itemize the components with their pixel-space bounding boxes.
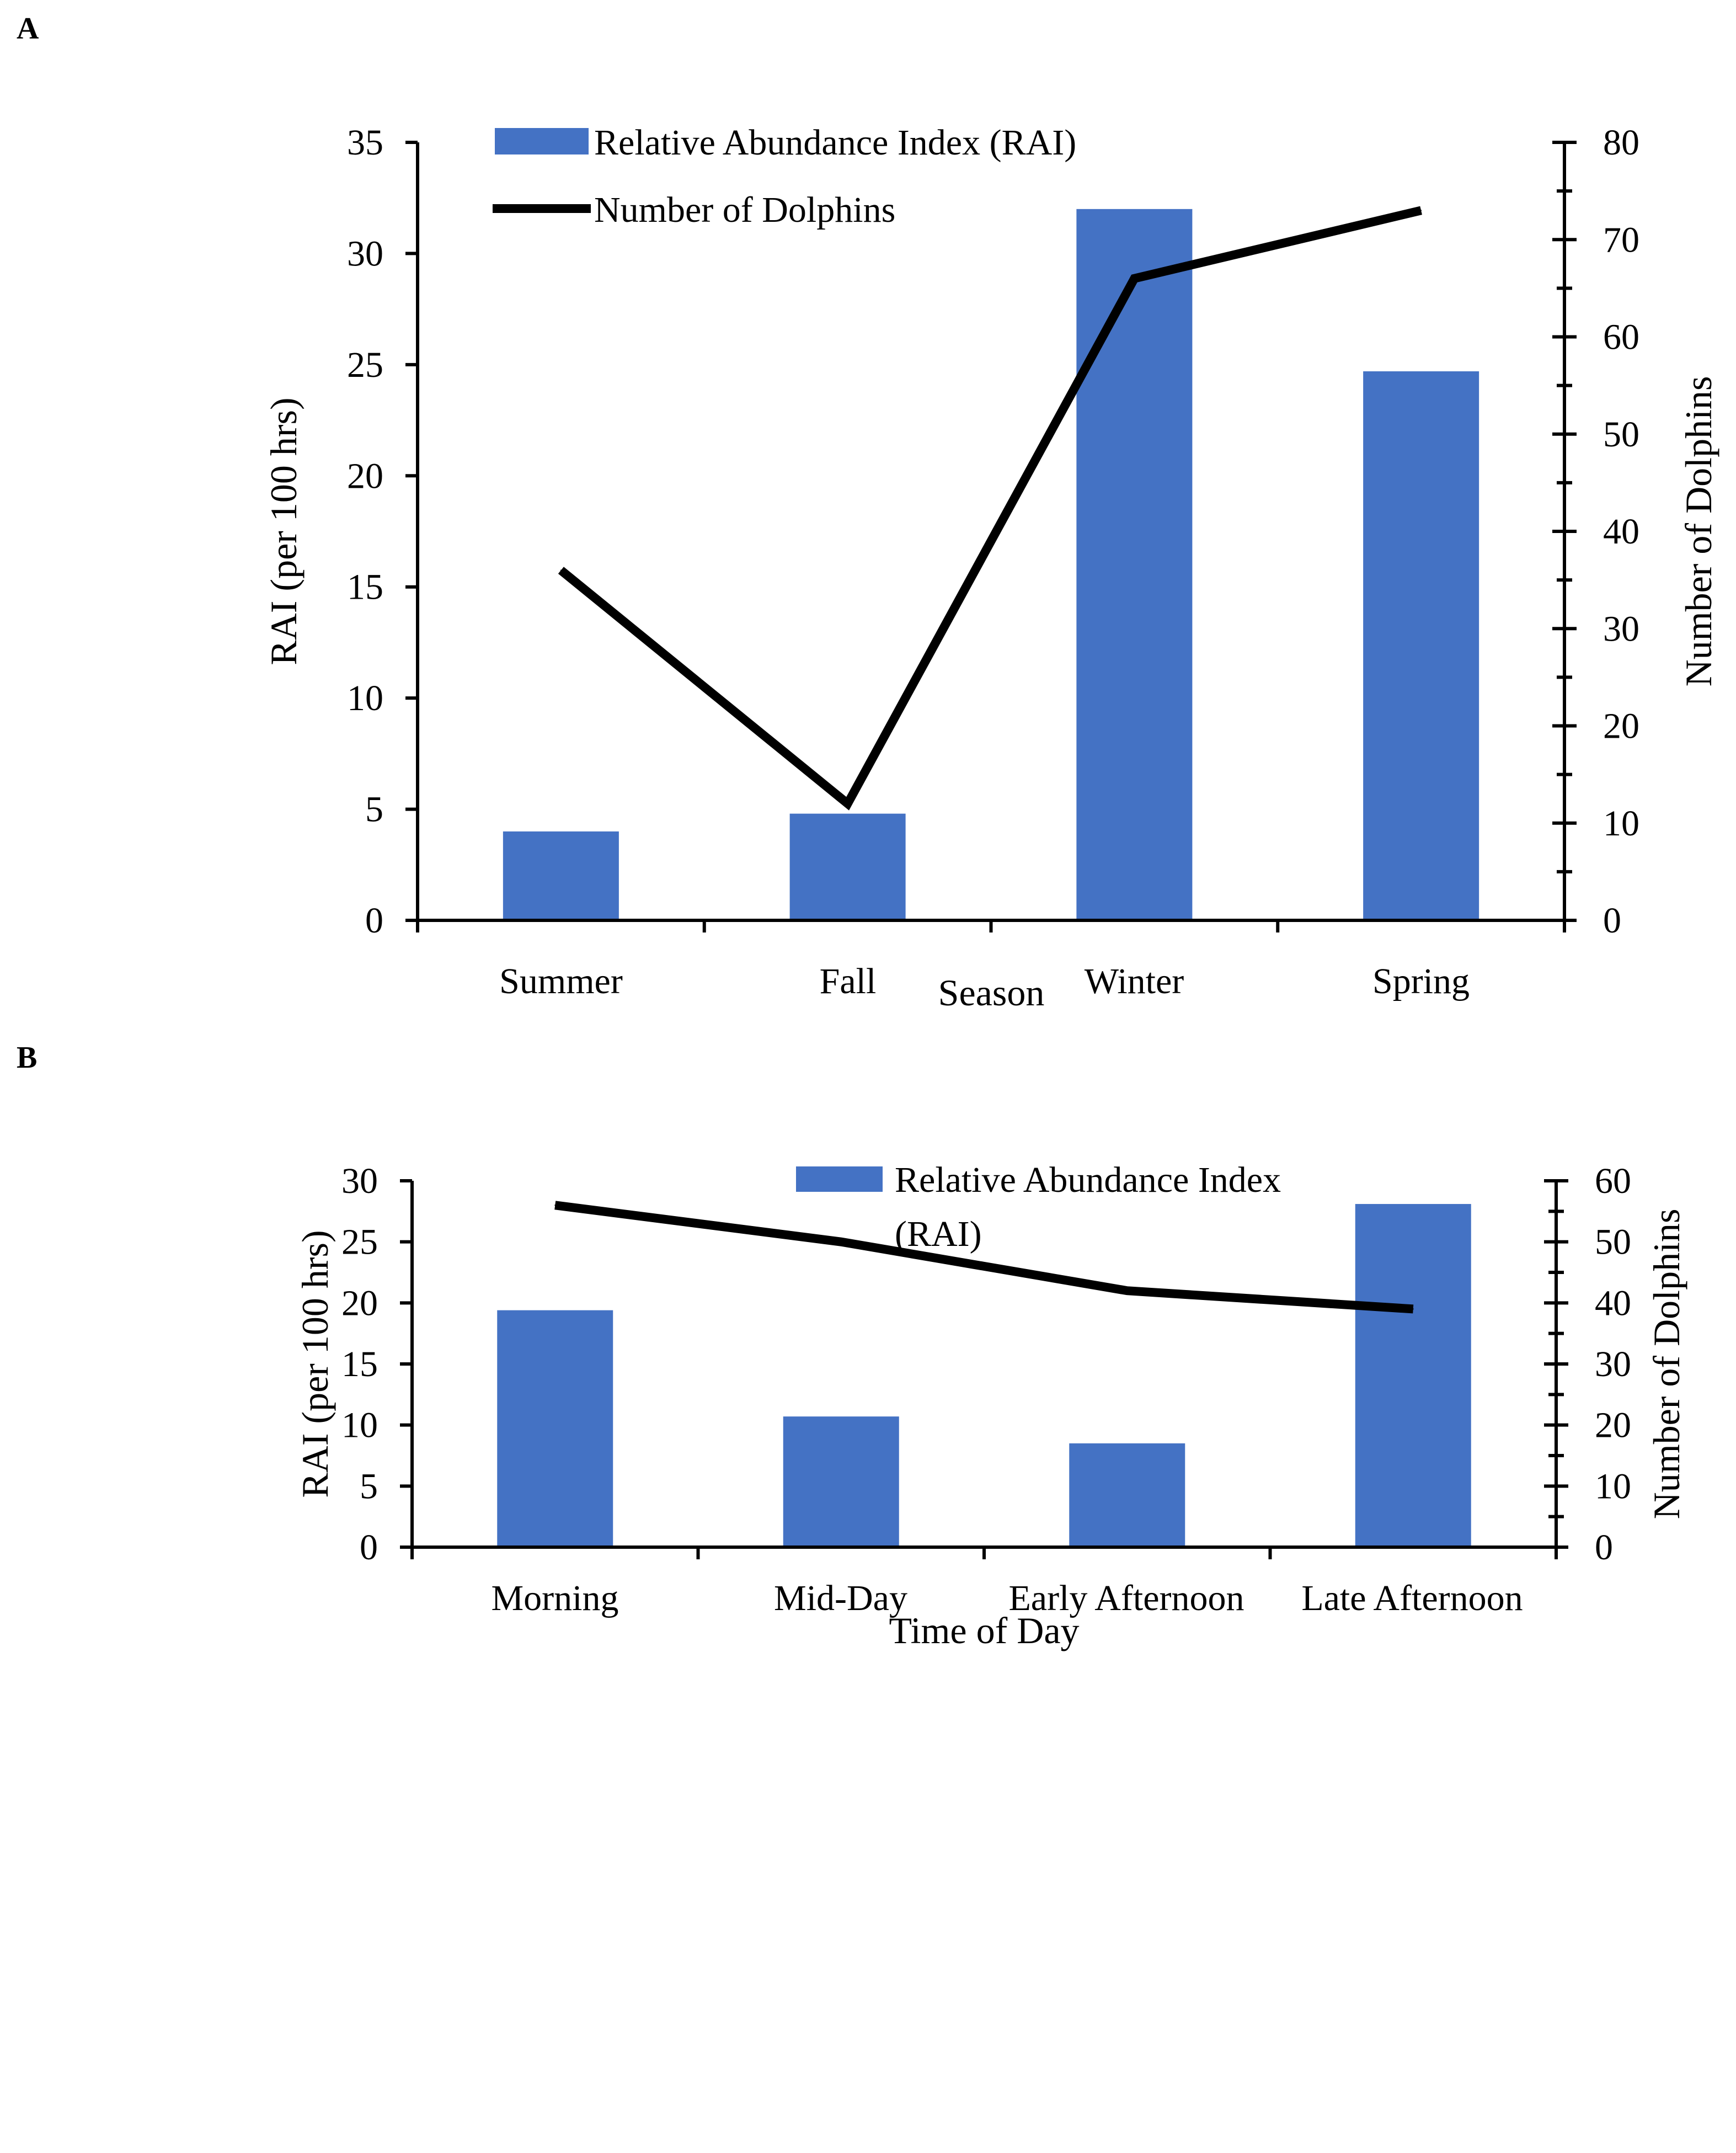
panel-b-bar-3 — [1069, 1443, 1185, 1547]
panel-a-right-axis-title: Number of Dolphins — [1678, 376, 1719, 687]
panel-a-right-tick-label: 30 — [1603, 609, 1639, 649]
panel-a-right-tick-label: 20 — [1603, 706, 1639, 747]
panel-b-x-axis-title: Time of Day — [889, 1610, 1079, 1651]
panel-b-bars — [497, 1204, 1471, 1547]
panel-a-right-tick-label: 60 — [1603, 317, 1639, 358]
panel-a-legend-bar-swatch — [495, 128, 589, 154]
panel-b-ticks: 0 5 10 15 20 25 30 0 10 20 30 40 50 60 — [341, 1161, 1631, 1568]
panel-a-dolphin-point-1 — [560, 569, 562, 571]
panel-b-left-tick-label: 25 — [341, 1222, 378, 1262]
panel-b-left-tick-label: 30 — [341, 1161, 378, 1201]
panel-a-left-tick-label: 0 — [365, 900, 383, 941]
panel-a-bar-2 — [789, 813, 906, 920]
panel-b-left-tick-label: 20 — [341, 1283, 378, 1323]
panel-b-dolphin-point-4 — [1412, 1308, 1414, 1310]
panel-a-category-label: Spring — [1372, 961, 1470, 1001]
panel-a-left-tick-label: 20 — [347, 456, 383, 496]
panel-a-dolphin-point-2 — [847, 803, 848, 804]
panel-a-legend-line-label: Number of Dolphins — [594, 190, 895, 230]
panel-a-legend-bar-label: Relative Abundance Index (RAI) — [594, 122, 1076, 163]
panel-b-dolphin-point-2 — [840, 1241, 842, 1243]
panel-b-category-label: Mid-Day — [774, 1578, 907, 1618]
panel-a-left-tick-label: 5 — [365, 790, 383, 830]
panel-a-dolphin-point-4 — [1420, 210, 1422, 211]
panel-b-legend: Relative Abundance Index (RAI) — [796, 1160, 1281, 1254]
panel-b-category-label: Late Afternoon — [1301, 1578, 1523, 1618]
panel-a-bar-3 — [1076, 209, 1193, 920]
panel-b-left-axis-title: RAI (per 100 hrs) — [294, 1230, 336, 1497]
panel-b-left-tick-label: 0 — [360, 1527, 378, 1568]
panel-b-right-tick-label: 10 — [1595, 1466, 1631, 1506]
panel-b: B 0 5 10 15 20 25 30 0 10 20 30 40 50 60 Morning Mid-… — [17, 1041, 1687, 1651]
panel-b-legend-bar-swatch — [796, 1166, 883, 1192]
panel-b-left-tick-label: 15 — [341, 1344, 378, 1384]
panel-a-ticks: 0 5 10 15 20 25 30 35 0 10 20 30 40 50 60 70 80 — [347, 122, 1639, 941]
panel-a-right-tick-label: 80 — [1603, 122, 1639, 163]
panel-a-category-label: Fall — [820, 961, 877, 1001]
panel-b-bar-4 — [1355, 1204, 1471, 1547]
panel-b-left-tick-label: 5 — [360, 1466, 378, 1506]
panel-b-letter: B — [17, 1041, 37, 1075]
panel-a-left-tick-label: 15 — [347, 567, 383, 607]
panel-b-category-label: Early Afternoon — [1008, 1578, 1244, 1618]
panel-b-category-label: Morning — [492, 1578, 619, 1618]
panel-b-legend-bar-label-line2: (RAI) — [895, 1214, 982, 1254]
panel-a: A 0 5 10 15 20 25 30 35 0 10 20 30 40 50 60 70 80 Summer… — [17, 12, 1719, 1014]
panel-b-dolphin-point-3 — [1126, 1290, 1128, 1292]
panel-a-left-axis-title: RAI (per 100 hrs) — [263, 397, 305, 665]
panel-a-left-tick-label: 30 — [347, 233, 383, 274]
panel-a-right-tick-label: 70 — [1603, 220, 1639, 260]
panel-b-right-tick-label: 40 — [1595, 1283, 1631, 1323]
panel-a-left-tick-label: 35 — [347, 122, 383, 163]
panel-b-right-tick-label: 20 — [1595, 1405, 1631, 1446]
panel-a-right-tick-label: 40 — [1603, 511, 1639, 552]
panel-a-right-tick-label: 50 — [1603, 414, 1639, 455]
panel-a-right-tick-label: 0 — [1603, 900, 1621, 941]
panel-a-bar-4 — [1363, 371, 1479, 920]
panel-a-bars — [503, 209, 1479, 920]
panel-a-dolphin-line — [558, 206, 1422, 811]
panel-b-legend-bar-label-line1: Relative Abundance Index — [895, 1160, 1281, 1200]
panel-b-bar-2 — [783, 1416, 899, 1547]
panel-b-right-tick-label: 30 — [1595, 1344, 1631, 1384]
panel-b-right-axis-title: Number of Dolphins — [1646, 1209, 1687, 1520]
panel-a-letter: A — [17, 12, 39, 46]
panel-b-right-tick-label: 60 — [1595, 1161, 1631, 1201]
panel-a-category-label: Winter — [1085, 961, 1184, 1001]
panel-a-legend: Relative Abundance Index (RAI) Number of… — [493, 122, 1076, 230]
panel-b-dolphin-line — [554, 1201, 1414, 1314]
panel-a-left-tick-label: 10 — [347, 678, 383, 718]
panel-a-bar-1 — [503, 831, 619, 920]
panel-b-line-series — [554, 1201, 1414, 1314]
panel-a-line-series — [558, 206, 1422, 811]
panel-a-right-tick-label: 10 — [1603, 803, 1639, 844]
panel-a-x-axis-title: Season — [938, 972, 1045, 1014]
panel-b-bar-1 — [497, 1310, 613, 1547]
panel-b-right-tick-label: 0 — [1595, 1527, 1613, 1568]
panel-a-category-label: Summer — [499, 961, 623, 1001]
panel-a-dolphin-point-3 — [1134, 278, 1135, 279]
panel-a-left-tick-label: 25 — [347, 345, 383, 385]
panel-b-right-tick-label: 50 — [1595, 1222, 1631, 1262]
panel-b-dolphin-point-1 — [554, 1205, 556, 1206]
panel-b-left-tick-label: 10 — [341, 1405, 378, 1446]
